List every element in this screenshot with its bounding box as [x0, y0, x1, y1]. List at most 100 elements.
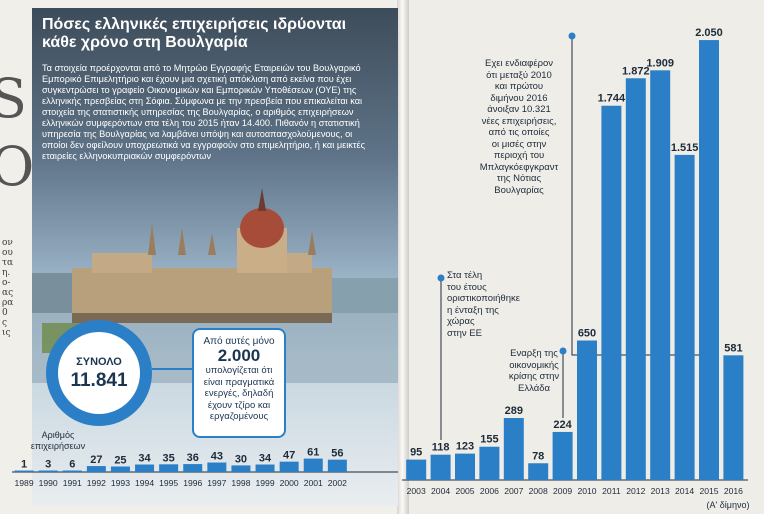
value-label-2015: 2.050 — [695, 27, 723, 39]
bar-2014 — [674, 154, 695, 481]
crisis-line-3: κρίσης στην — [508, 371, 560, 382]
value-label-2013: 1.909 — [646, 57, 674, 69]
value-label-1991: 6 — [69, 459, 75, 471]
value-label-2009: 224 — [553, 419, 572, 431]
bar-2012 — [625, 78, 646, 480]
bar-2007 — [503, 417, 524, 480]
value-label-2007: 289 — [505, 405, 523, 417]
year-label-2006: 2006 — [480, 486, 499, 496]
value-label-1996: 36 — [187, 452, 199, 464]
value-label-2014: 1.515 — [671, 142, 699, 154]
bar-2009 — [552, 431, 573, 480]
eu-line-5: χώρας — [447, 316, 475, 327]
eu-line-4: η ένταξη της — [447, 304, 499, 316]
value-label-1997: 43 — [211, 451, 223, 463]
year-label-1993: 1993 — [111, 478, 130, 488]
prev-letter-o: O — [0, 135, 35, 198]
previous-article-fragment: S O ον ου τα η. ο-ας ρα 0 ς ις — [0, 0, 35, 514]
interest-line-3: και πρώτου — [494, 81, 544, 92]
interest-line-2: ότι μεταξύ 2010 — [486, 69, 552, 81]
eu-line-6: στην ΕΕ — [447, 327, 482, 339]
active-post-line-5: εργαζομένους — [209, 411, 269, 422]
crisis-line-1: Εναρξη της — [510, 348, 558, 359]
year-label-2013: 2013 — [651, 486, 670, 496]
year-label-2015: 2015 — [699, 486, 718, 496]
value-label-2011: 1.744 — [598, 93, 626, 105]
interest-line-12: Βουλγαρίας — [494, 184, 544, 196]
year-label-2002: 2002 — [328, 478, 347, 488]
year-label-1991: 1991 — [63, 478, 82, 488]
interest-line-5: άνοιξαν 10.321 — [487, 104, 551, 115]
value-label-2012: 1.872 — [622, 65, 650, 77]
bar-2006 — [479, 446, 500, 480]
total-label: ΣΥΝΟΛΟ — [76, 356, 122, 368]
bar-1994 — [135, 464, 155, 472]
value-label-2016: 581 — [724, 342, 742, 354]
bar-1990 — [38, 470, 58, 472]
bar-1996 — [183, 464, 203, 472]
bar-2004 — [430, 454, 451, 480]
bar-2005 — [455, 453, 475, 480]
value-label-1994: 34 — [138, 453, 151, 465]
prev-letter-s: S — [0, 67, 27, 130]
bimonth-note: (Α' δίμηνο) — [706, 500, 750, 510]
interest-line-7: από τις οποίες — [488, 127, 550, 138]
year-label-1990: 1990 — [39, 478, 58, 488]
value-label-2006: 155 — [480, 434, 498, 446]
bar-1991 — [62, 470, 82, 472]
infographic-title: Πόσες ελληνικές επιχειρήσεις ιδρύονται κ… — [42, 16, 382, 52]
crisis-annotation: Εναρξη της οικονομικής κρίσης στην Ελλάδ… — [505, 348, 563, 394]
year-label-2008: 2008 — [529, 486, 548, 496]
bar-2011 — [601, 105, 622, 480]
prev-text: ον ου τα η. ο-ας ρα 0 ς ις — [2, 238, 14, 338]
bar-1999 — [255, 464, 275, 472]
year-label-1992: 1992 — [87, 478, 106, 488]
year-label-1996: 1996 — [183, 478, 202, 488]
bar-2016 — [723, 355, 744, 480]
total-value: 11.841 — [70, 370, 128, 391]
bar-2013 — [650, 70, 671, 480]
value-label-1993: 25 — [114, 455, 126, 467]
eu-line-1: Στα τέλη — [447, 270, 483, 281]
bar-chart-1989-2002: Αριθμός επιχειρήσεων 1 1989 3 1990 6 1991 27 19… — [12, 430, 398, 488]
value-label-1992: 27 — [90, 454, 102, 466]
eu-annotation: Στα τέλη του έτους οριστικοποιήθηκε η έν… — [425, 270, 527, 339]
active-post-line-3: ενεργές, δηλαδή — [204, 388, 274, 399]
year-label-2011: 2011 — [602, 486, 621, 496]
bar-2000 — [279, 461, 299, 472]
title-line-2: κάθε χρόνο στη Βουλγαρία — [42, 34, 248, 51]
active-post-line-2: είναι πραγματικά — [203, 376, 275, 388]
bar-1997 — [207, 462, 227, 472]
value-label-2003: 95 — [410, 447, 422, 459]
crisis-marker — [559, 347, 567, 355]
value-label-2010: 650 — [578, 328, 596, 340]
callout-connector — [152, 368, 192, 370]
y-axis-label-line-1: Αριθμός — [42, 430, 75, 440]
year-label-1994: 1994 — [135, 478, 154, 488]
year-label-2010: 2010 — [577, 486, 596, 496]
value-label-2004: 118 — [432, 442, 450, 454]
value-label-2008: 78 — [532, 450, 544, 462]
value-label-2001: 61 — [307, 447, 319, 459]
total-badge: ΣΥΝΟΛΟ 11.841 — [58, 332, 140, 414]
article-body: Τα στοιχεία προέρχονται από το Μητρώο Εγ… — [42, 63, 366, 161]
year-label-2012: 2012 — [626, 486, 645, 496]
year-label-2003: 2003 — [407, 486, 426, 496]
eu-marker — [437, 274, 445, 282]
bar-1989 — [14, 470, 34, 472]
interest-line-1: Εχει ενδιαφέρον — [484, 58, 554, 69]
y-axis-label-line-2: επιχειρήσεων — [31, 441, 86, 451]
infographic-panel: Πόσες ελληνικές επιχειρήσεις ιδρύονται κ… — [32, 8, 398, 506]
bar-1993 — [110, 466, 130, 472]
bar-1998 — [231, 465, 251, 472]
title-line-1: Πόσες ελληνικές επιχειρήσεις ιδρύονται — [42, 16, 347, 33]
year-label-1999: 1999 — [255, 478, 274, 488]
crisis-line-2: οικονομικής — [509, 359, 559, 371]
interest-annotation: Εχει ενδιαφέρον ότι μεταξύ 2010 και πρώτ… — [470, 58, 568, 196]
bar-2002 — [327, 459, 347, 472]
year-label-1997: 1997 — [207, 478, 226, 488]
value-label-2005: 123 — [456, 441, 474, 453]
eu-line-2: του έτους — [447, 281, 487, 293]
bar-2001 — [303, 458, 323, 472]
